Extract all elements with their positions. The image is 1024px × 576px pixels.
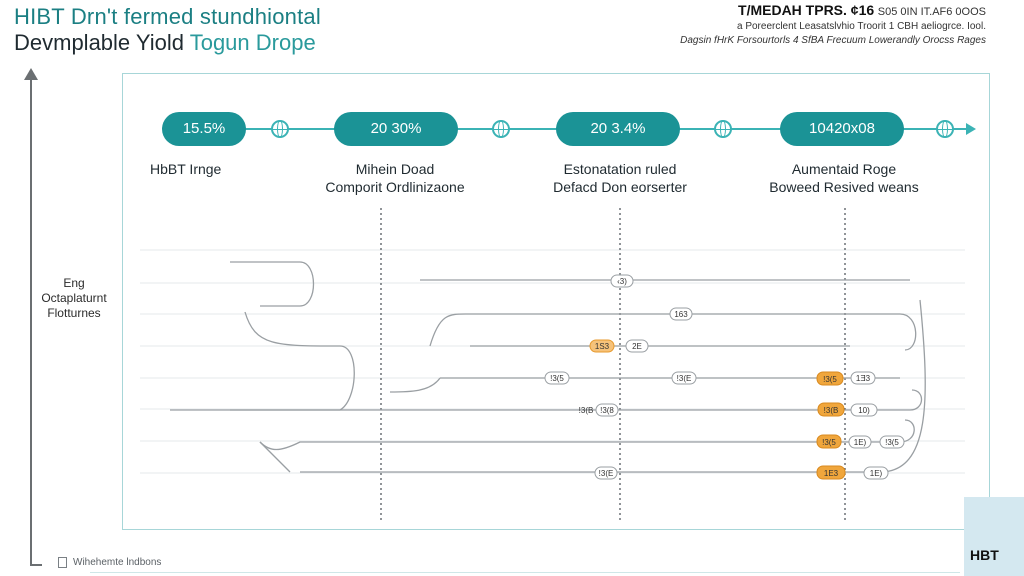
globe-icon: [714, 120, 732, 138]
flow-path: [259, 419, 915, 451]
node: [879, 435, 905, 449]
subtitle-part-a: Devmplable Yiold: [14, 30, 184, 55]
flow-path: [389, 377, 441, 393]
document-icon: [58, 557, 67, 568]
step-label-4-line2: Boweed Resived weans: [769, 179, 919, 195]
flow-path: [230, 261, 314, 307]
step-label-2-line1: Mihein Doad: [355, 161, 435, 177]
node-label: 10): [858, 406, 870, 415]
step-label-4-line1: Aumentaid Roge: [791, 161, 897, 177]
node: [594, 466, 618, 480]
bottom-legend: Wihehemte lndbons: [58, 557, 161, 568]
bottom-rule: [90, 572, 960, 573]
header-info-line3: Dagsin fHrK Forsourtorls 4 SfBA Frecuum …: [680, 35, 986, 46]
node-label: 1E): [870, 469, 883, 478]
node-label: !3(B: [824, 406, 839, 415]
diagram-frame: [122, 73, 990, 530]
step-value-4: 10420x08: [780, 112, 904, 146]
node: [863, 466, 889, 480]
node-highlight: [816, 434, 842, 449]
step-label-1: HbBT Irnge: [150, 161, 222, 177]
axis-arrow-icon: [24, 68, 38, 80]
title-block: HIBT Drn't fermed stundhiontal Devmplabl…: [14, 4, 321, 56]
node-highlight: [817, 402, 845, 417]
node-labels: ‹3) 163 1S3 2E !3(5 !3(E !3(5 1Ǝ3 !3(8 !…: [550, 277, 899, 478]
step-label-4: Aumentaid Roge Boweed Resived weans: [744, 160, 944, 196]
step-label-2-line2: Comporit Ordlinizaone: [325, 179, 465, 195]
bottom-legend-text: Wihehemte lndbons: [73, 557, 162, 568]
node-label: 1E3: [824, 469, 839, 478]
flow-arrow-icon: [966, 123, 976, 135]
step-label-3: Estonatation ruled Defacd Don eorserter: [520, 160, 720, 196]
header-info-title: T/MEDAH TPRS. ¢16: [738, 2, 875, 18]
node-label: 1S3: [595, 342, 610, 351]
left-axis-label: Eng Octaplaturnt Flotturnes: [14, 276, 134, 321]
step-label-3-line1: Estonatation ruled: [563, 161, 677, 177]
header-info: T/MEDAH TPRS. ¢16 S05 0IN IT.AF6 0OOS a …: [680, 2, 986, 48]
flow-path: [230, 389, 923, 411]
corner-logo-text: HBT: [970, 547, 999, 563]
column-dividers: [380, 208, 846, 520]
node: [850, 403, 878, 417]
vertical-axis: [30, 76, 32, 566]
node: [610, 274, 634, 288]
node-label: !3(E: [599, 469, 614, 478]
header-info-line2: a Poreerclent Leasatslvhio Troorit 1 CBH…: [736, 21, 986, 32]
node-highlight: [816, 465, 846, 480]
flow-path: [259, 441, 291, 473]
highlight-nodes: [589, 339, 846, 480]
left-axis-label-line3: Flotturnes: [47, 306, 101, 320]
node-label: 1Ǝ3: [856, 374, 871, 383]
node-label: !3(5: [885, 438, 899, 447]
node-label: 163: [674, 310, 688, 319]
left-axis-label-line2: Octaplaturnt: [41, 291, 107, 305]
plain-nodes: [544, 274, 905, 480]
subtitle-part-b: Togun Drope: [189, 30, 316, 55]
globe-icon: [271, 120, 289, 138]
node-label: 2E: [632, 342, 642, 351]
globe-icon: [936, 120, 954, 138]
node: [544, 371, 570, 385]
flow-path: [170, 311, 355, 411]
step-value-1: 15.5%: [162, 112, 246, 146]
node: [669, 307, 693, 321]
node-label: 1E): [854, 438, 867, 447]
header-info-code: S05 0IN IT.AF6 0OOS: [877, 6, 986, 18]
axis-foot: [30, 564, 42, 566]
node: [595, 403, 619, 417]
node-label: !3(5: [822, 438, 836, 447]
step-value-3: 20 3.4%: [556, 112, 680, 146]
node-label: !3(B: [579, 406, 594, 415]
node: [625, 339, 649, 353]
node-label: !3(5: [550, 374, 564, 383]
node-highlight: [816, 371, 844, 386]
node-label: !3(8: [600, 406, 614, 415]
page-title: HIBT Drn't fermed stundhiontal: [14, 4, 321, 29]
node-label: !3(5: [823, 375, 837, 384]
corner-panel: [964, 497, 1024, 576]
globe-icon: [492, 120, 510, 138]
node-label: !3(E: [677, 374, 692, 383]
node-highlight: [589, 339, 615, 353]
node: [848, 435, 872, 449]
step-label-2: Mihein Doad Comporit Ordlinizaone: [300, 160, 490, 196]
step-value-2: 20 30%: [334, 112, 458, 146]
step-label-3-line2: Defacd Don eorserter: [553, 179, 687, 195]
node-label: ‹3): [617, 277, 627, 286]
node: [850, 371, 876, 385]
header-info-row: T/MEDAH TPRS. ¢16 S05 0IN IT.AF6 0OOS: [680, 2, 986, 20]
left-axis-label-line1: Eng: [63, 276, 85, 290]
page-subtitle: Devmplable Yiold Togun Drope: [14, 30, 321, 56]
node: [671, 371, 697, 385]
flow-path: [300, 299, 926, 473]
